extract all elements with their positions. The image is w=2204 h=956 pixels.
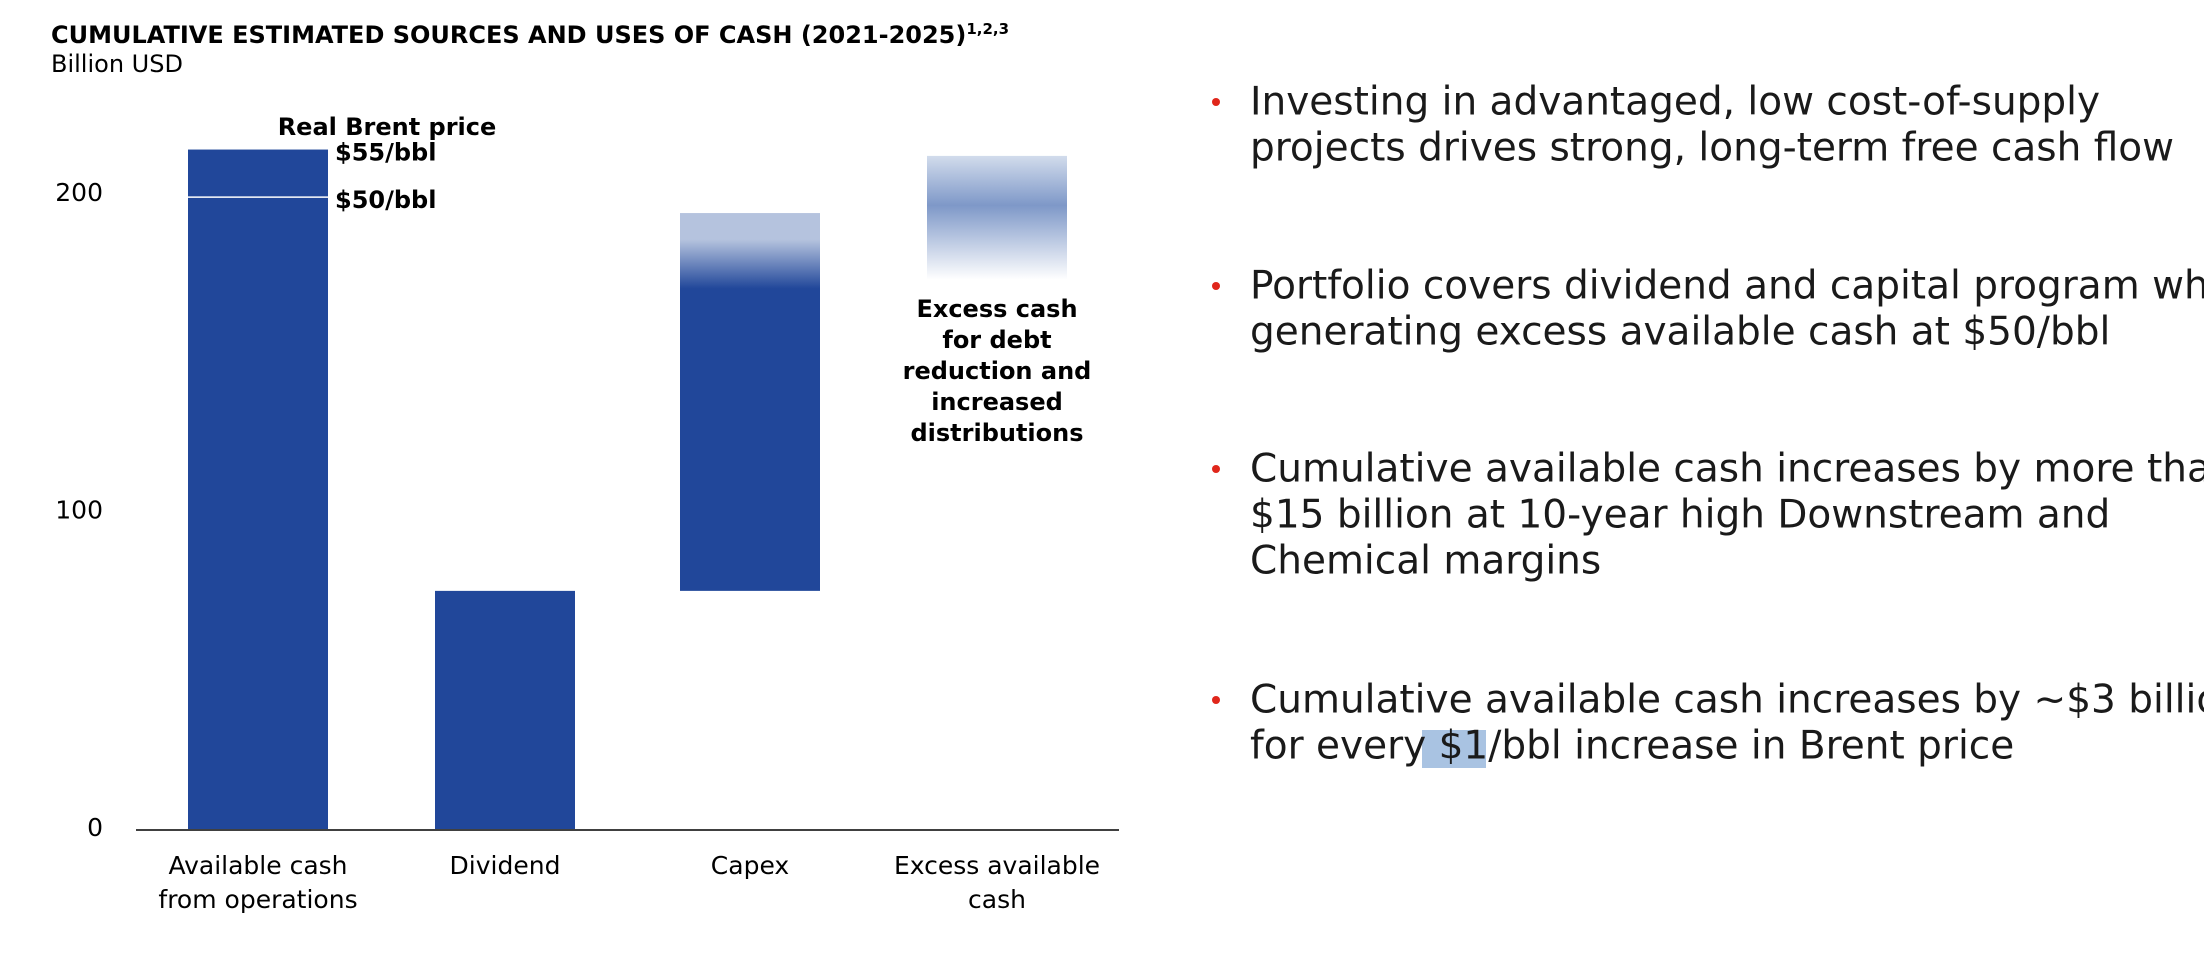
bullet-dot <box>1212 465 1220 473</box>
bullet-dot <box>1212 98 1220 106</box>
bullet-text: Cumulative available cash increases by m… <box>1250 447 2204 492</box>
excess-note: increased <box>931 388 1063 416</box>
x-tick-label: cash <box>968 885 1026 914</box>
bullet-text: $15 billion at 10-year high Downstream a… <box>1250 493 2110 538</box>
x-tick-label: from operations <box>158 885 357 914</box>
y-tick-label: 100 <box>55 496 103 525</box>
y-tick-label: 0 <box>87 813 103 842</box>
x-tick-label: Capex <box>711 851 789 880</box>
y-tick-label: 200 <box>55 178 103 207</box>
title-text: CUMULATIVE ESTIMATED SOURCES AND USES OF… <box>51 21 966 49</box>
bullet-text: for every $1/bbl increase in Brent price <box>1250 724 2014 769</box>
bar <box>680 213 820 591</box>
bullet-text: Cumulative available cash increases by ~… <box>1250 678 2204 723</box>
excess-note: distributions <box>910 419 1083 447</box>
price-title: Real Brent price <box>278 113 497 141</box>
excess-note: reduction and <box>903 357 1092 385</box>
subtitle: Billion USD <box>51 50 183 78</box>
x-tick-label: Dividend <box>450 851 561 880</box>
bar <box>435 590 575 829</box>
selection-highlight <box>1422 730 1486 768</box>
excess-note: Excess cash <box>916 295 1077 323</box>
bullet-text: generating excess available cash at $50/… <box>1250 310 2110 355</box>
bar <box>927 155 1067 280</box>
chart-title: CUMULATIVE ESTIMATED SOURCES AND USES OF… <box>51 20 1009 49</box>
price-label: $55/bbl <box>335 139 436 167</box>
bullet-dot <box>1212 282 1220 290</box>
price-label: $50/bbl <box>335 186 436 214</box>
bullet-text: Portfolio covers dividend and capital pr… <box>1250 264 2204 309</box>
bullet-text: Investing in advantaged, low cost-of-sup… <box>1250 80 2100 125</box>
bullet-text: Chemical margins <box>1250 539 1601 584</box>
bullet-text: projects drives strong, long-term free c… <box>1250 126 2174 171</box>
bar <box>188 149 328 830</box>
x-tick-label: Excess available <box>894 851 1100 880</box>
x-tick-label: Available cash <box>168 851 347 880</box>
title-notes: 1,2,3 <box>966 20 1009 38</box>
bullet-dot <box>1212 696 1220 704</box>
excess-note: for debt <box>942 326 1051 354</box>
